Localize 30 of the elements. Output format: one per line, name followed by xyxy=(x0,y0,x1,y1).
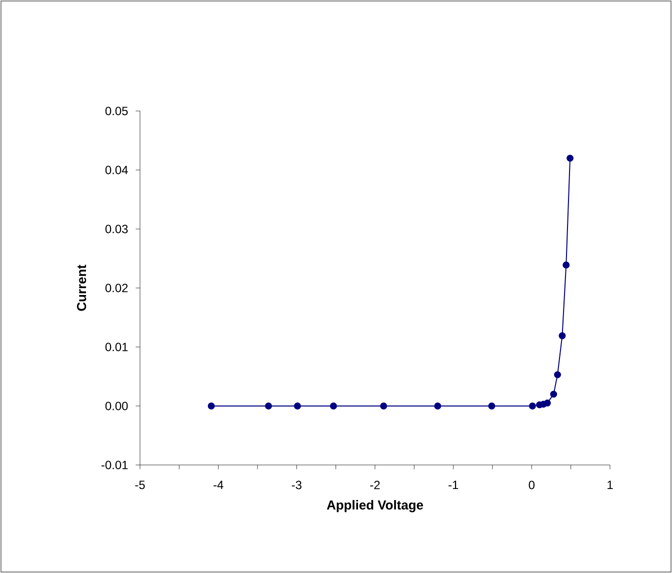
y-tick-label: 0.03 xyxy=(105,224,128,234)
y-tick-label: 0.04 xyxy=(105,166,128,174)
y-tick-label: 0.01 xyxy=(105,342,128,352)
point xyxy=(264,402,272,410)
x-tick-label: -4 xyxy=(214,480,224,489)
y-tick-label: -0.01 xyxy=(102,460,128,470)
point xyxy=(294,402,301,410)
x-tick-label: -3 xyxy=(292,480,302,490)
x-tick-label: 0 xyxy=(528,480,535,490)
point xyxy=(528,402,536,410)
point xyxy=(330,402,337,410)
point xyxy=(544,400,551,407)
x-tick-label: -2 xyxy=(370,480,380,490)
point xyxy=(566,154,574,162)
point xyxy=(550,390,558,398)
x-tick-label: -5 xyxy=(135,480,145,490)
y-axis-title: Current xyxy=(76,264,86,311)
y-tick-label: 0.02 xyxy=(105,284,128,292)
point xyxy=(558,332,566,340)
x-tick-label: 1 xyxy=(608,480,613,489)
point xyxy=(488,402,496,410)
point xyxy=(562,261,570,268)
y-tick-label: 0.00 xyxy=(105,402,128,410)
point xyxy=(554,371,562,378)
y-tick-label: 0.05 xyxy=(105,106,128,116)
point xyxy=(434,402,442,410)
point xyxy=(208,402,215,410)
x-tick-label: -1 xyxy=(448,480,458,489)
x-axis-title: Applied Voltage xyxy=(326,500,424,512)
point xyxy=(380,402,388,410)
